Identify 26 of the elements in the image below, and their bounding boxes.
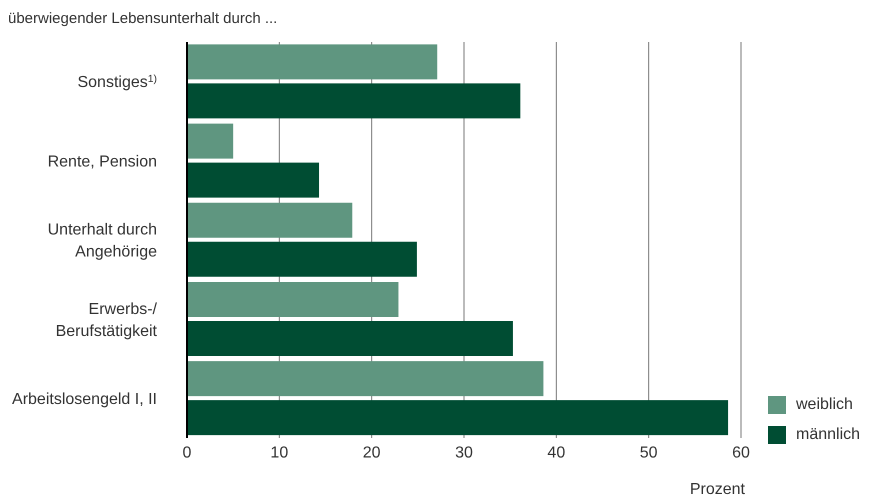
bar xyxy=(187,400,728,436)
x-tick-label: 10 xyxy=(270,444,288,462)
x-tick-label: 0 xyxy=(182,444,192,462)
legend-label: weiblich xyxy=(796,396,853,413)
x-tick-label: 40 xyxy=(547,444,566,462)
bar xyxy=(187,83,520,118)
y-tick-label: Sonstiges$^{1)}$ xyxy=(77,74,157,92)
y-tick-label: Unterhalt durch Angehörige xyxy=(48,222,158,261)
bar xyxy=(187,242,417,277)
y-tick-label: Erwerbs-/ Berufstätigkeit xyxy=(56,300,158,340)
x-tick-label: 20 xyxy=(362,444,381,462)
x-tick-label: 50 xyxy=(640,444,658,462)
x-tick-label: 30 xyxy=(455,444,473,462)
bar xyxy=(187,162,320,198)
bar xyxy=(187,124,234,159)
chart-title: überwiegender Lebensunterhalt durch ... xyxy=(8,10,278,27)
y-tick-label: Arbeitslosengeld I, II xyxy=(12,391,157,408)
x-tick-label: 60 xyxy=(732,444,750,462)
bar xyxy=(187,202,352,238)
bar xyxy=(187,361,544,396)
legend-label: männlich xyxy=(796,426,860,443)
y-tick-label: Rente, Pension xyxy=(48,153,157,170)
bar xyxy=(187,44,438,80)
x-axis-title: Prozent xyxy=(690,481,746,498)
bar xyxy=(187,320,513,356)
bar xyxy=(187,282,398,317)
